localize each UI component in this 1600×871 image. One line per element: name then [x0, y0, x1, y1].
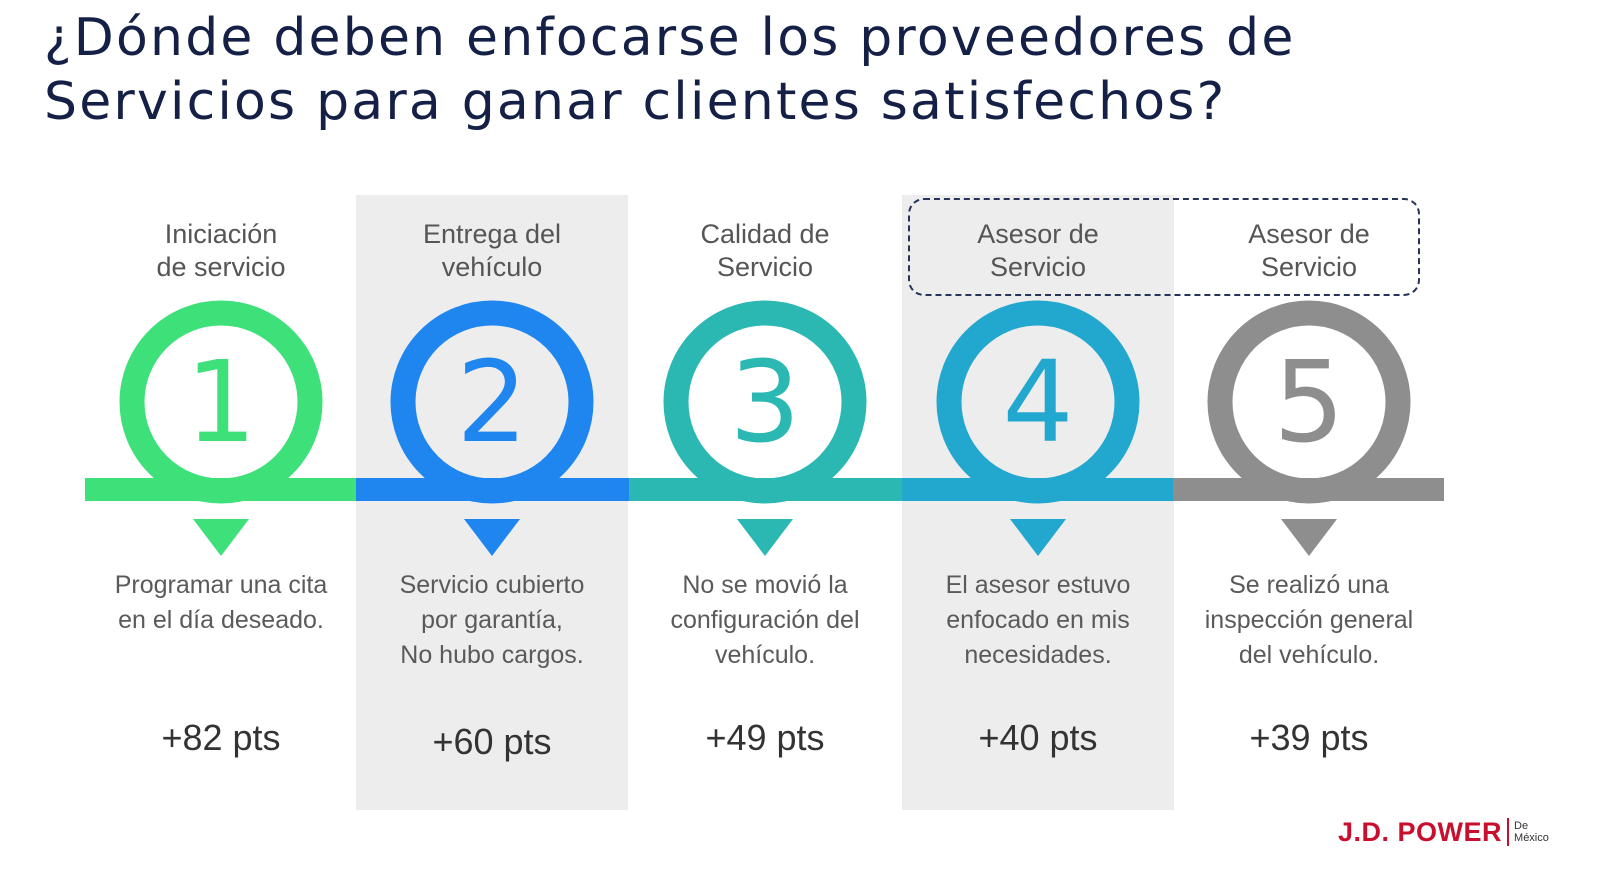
step-1-label-line-2: de servicio: [156, 252, 286, 282]
title-line-2: Servicios para ganar clientes satisfecho…: [44, 72, 1227, 132]
step-2-description: Servicio cubierto por garantía, No hubo ca…: [356, 568, 628, 673]
title-line-1: ¿Dónde deben enfocarse los proveedores d…: [44, 8, 1296, 68]
step-3-description-line-3: vehículo.: [714, 641, 816, 669]
step-3-number: 3: [729, 338, 800, 468]
step-1-pointer-arrow: [193, 519, 249, 556]
step-4-pointer-arrow: [1010, 519, 1066, 556]
step-5-description-line-3: del vehículo.: [1238, 641, 1380, 669]
step-3-label-line-2: Servicio: [716, 252, 814, 282]
step-4-points: +40 pts: [978, 717, 1098, 758]
step-2-description-line-3: No hubo cargos.: [400, 641, 584, 669]
step-3-points: +49 pts: [705, 717, 825, 758]
step-5-label-line-1: Asesor de: [1248, 219, 1370, 249]
step-1-label: Iniciación de servicio: [85, 218, 357, 284]
step-4-label: Asesor de Servicio: [902, 218, 1174, 284]
step-4-label-line-1: Asesor de: [977, 219, 1099, 249]
page-title: ¿Dónde deben enfocarse los proveedores d…: [44, 6, 1564, 134]
step-5-description: Se realizó una inspección general del vehí…: [1173, 568, 1445, 673]
step-4-label-line-2: Servicio: [989, 252, 1087, 282]
step-3-label-line-1: Calidad de: [700, 219, 830, 249]
step-1-number: 1: [185, 338, 256, 468]
step-3-label: Calidad de Servicio: [629, 218, 901, 284]
step-1-description-line-2: en el día deseado.: [118, 606, 324, 634]
logo-wordmark: J.D. POWER: [1338, 816, 1503, 847]
step-4-description: El asesor estuvo enfocado en mis necesidad…: [902, 568, 1174, 673]
step-1-label-line-1: Iniciación: [164, 219, 278, 249]
step-5-label-line-2: Servicio: [1260, 252, 1358, 282]
step-2-description-line-1: Servicio cubierto: [399, 571, 585, 599]
step-4-number: 4: [1002, 338, 1073, 468]
step-5-points: +39 pts: [1249, 717, 1369, 758]
step-3-ring: [663, 300, 867, 504]
step-3-pointer-arrow: [737, 519, 793, 556]
step-3-description: No se movió la configuración del vehículo.: [629, 568, 901, 673]
step-2-points: +60 pts: [432, 721, 552, 762]
step-1-description-line-1: Programar una cita: [114, 571, 328, 599]
step-5-number: 5: [1273, 338, 1344, 468]
step-3-description-line-1: No se movió la: [682, 571, 848, 599]
step-4-ring: [936, 300, 1140, 504]
step-4-description-line-1: El asesor estuvo: [945, 571, 1131, 599]
jd-power-logo: J.D. POWER De México: [1338, 812, 1549, 852]
step-1-ring: [119, 300, 323, 504]
step-5-description-line-2: inspección general: [1204, 606, 1414, 634]
step-2-number: 2: [456, 338, 527, 468]
step-2-label: Entrega del vehículo: [356, 218, 628, 284]
step-2-label-line-2: vehículo: [441, 252, 543, 282]
step-1-description: Programar una cita en el día deseado.: [85, 568, 357, 638]
asesor-highlight-box: [908, 198, 1420, 296]
step-2-ring: [390, 300, 594, 504]
step-2-pointer-arrow: [464, 519, 520, 556]
logo-divider: [1507, 818, 1510, 846]
logo-sub-line-2: México: [1514, 832, 1549, 844]
step-5-ring: [1207, 300, 1411, 504]
step-2-description-line-2: por garantía,: [421, 606, 563, 634]
logo-sub-line-1: De: [1514, 820, 1529, 832]
step-4-description-line-3: necesidades.: [964, 641, 1112, 669]
step-4-description-line-2: enfocado en mis: [946, 606, 1130, 634]
step-2-label-line-1: Entrega del: [422, 219, 562, 249]
logo-subtitle: De México: [1514, 820, 1549, 844]
step-5-pointer-arrow: [1281, 519, 1337, 556]
step-5-label: Asesor de Servicio: [1173, 218, 1445, 284]
step-5-description-line-1: Se realizó una: [1229, 571, 1389, 599]
step-3-description-line-2: configuración del: [670, 606, 860, 634]
step-1-points: +82 pts: [161, 717, 281, 758]
